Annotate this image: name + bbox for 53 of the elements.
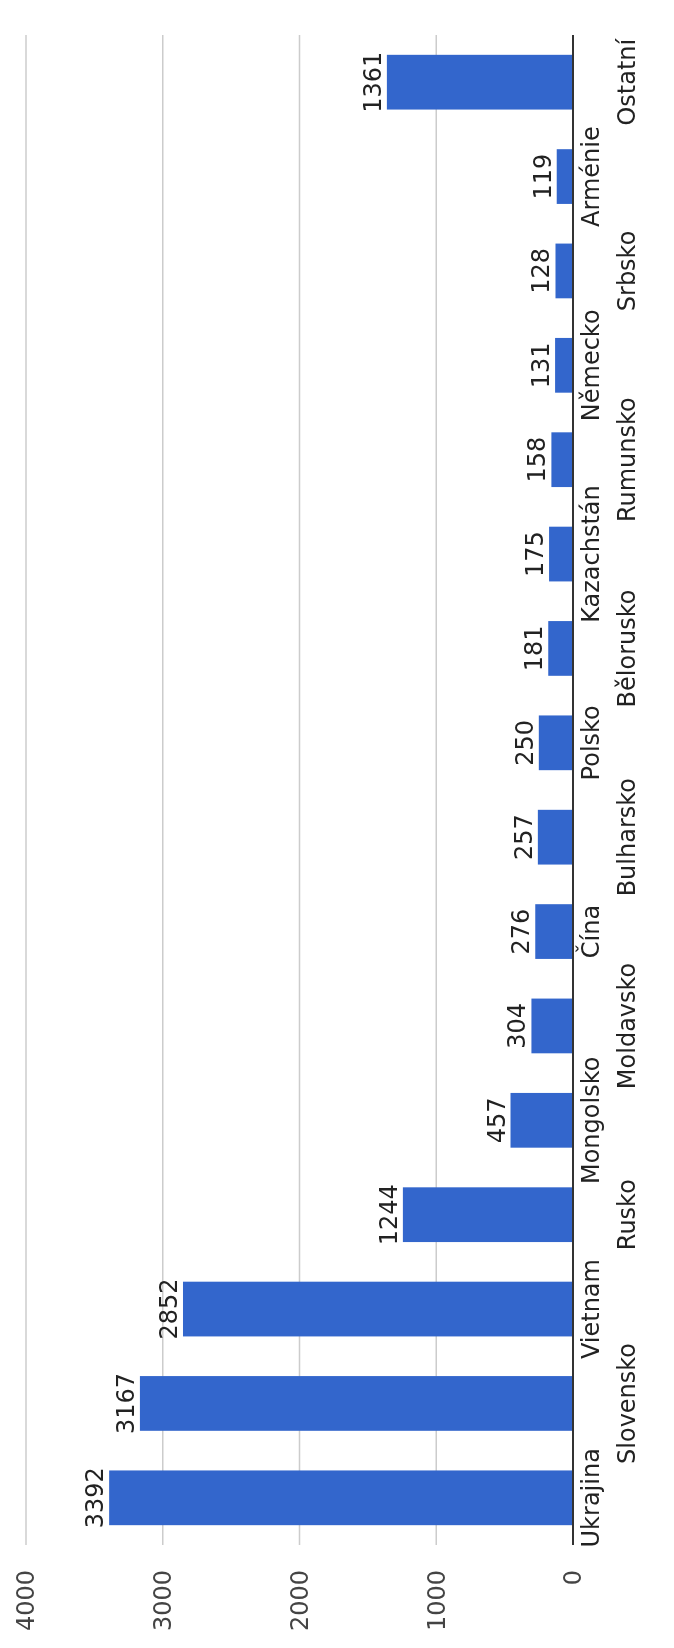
y-tick-label: Rumunsko bbox=[613, 397, 641, 523]
y-tick-label: Rusko bbox=[613, 1179, 641, 1251]
data-label: 175 bbox=[521, 531, 550, 577]
x-tick-label: 1000 bbox=[422, 1570, 451, 1632]
data-label: 131 bbox=[527, 342, 556, 389]
bar bbox=[556, 149, 573, 204]
data-label: 3392 bbox=[81, 1467, 110, 1529]
x-tick-label: 4000 bbox=[12, 1570, 41, 1632]
y-tick-label: Srbsko bbox=[613, 230, 641, 312]
bar bbox=[535, 904, 573, 959]
data-label: 128 bbox=[527, 248, 556, 294]
x-tick-label: 0 bbox=[559, 1570, 588, 1586]
y-tick-label: Vietnam bbox=[577, 1259, 605, 1360]
data-label: 1361 bbox=[358, 51, 387, 113]
bar bbox=[538, 715, 573, 771]
y-tick-label: Arménie bbox=[577, 126, 605, 227]
bar bbox=[555, 243, 573, 299]
bar bbox=[537, 809, 573, 865]
bar bbox=[402, 1187, 573, 1243]
y-tick-label: Mongolsko bbox=[577, 1056, 605, 1185]
bar bbox=[109, 1470, 573, 1526]
bar bbox=[549, 526, 573, 582]
data-label: 276 bbox=[507, 908, 536, 955]
y-tick-label: Polsko bbox=[577, 705, 605, 781]
data-label: 119 bbox=[528, 153, 557, 200]
bar bbox=[182, 1281, 573, 1337]
bar bbox=[386, 54, 573, 110]
bar bbox=[510, 1092, 573, 1148]
y-tick-label: Kazachstán bbox=[577, 485, 605, 623]
data-label: 304 bbox=[503, 1003, 532, 1049]
bar bbox=[139, 1376, 573, 1431]
data-label: 457 bbox=[482, 1097, 511, 1144]
data-label: 181 bbox=[520, 625, 549, 672]
data-label: 250 bbox=[510, 719, 539, 766]
y-tick-label: Bulharsko bbox=[613, 778, 641, 897]
bar bbox=[555, 337, 573, 393]
y-tick-label: Bělorusko bbox=[613, 589, 641, 708]
x-tick-label: 3000 bbox=[149, 1570, 178, 1632]
y-tick-label: Ukrajina bbox=[577, 1448, 605, 1548]
bar bbox=[531, 998, 573, 1054]
data-label: 2852 bbox=[154, 1278, 183, 1340]
data-label: 1244 bbox=[374, 1184, 403, 1246]
y-tick-label: Ostatní bbox=[613, 37, 641, 126]
y-tick-label: Moldavsko bbox=[613, 962, 641, 1090]
x-tick-label: 2000 bbox=[285, 1570, 314, 1632]
data-label: 158 bbox=[523, 436, 552, 483]
y-tick-label: Německo bbox=[577, 309, 605, 422]
bar bbox=[548, 621, 573, 676]
data-label: 3167 bbox=[111, 1372, 140, 1434]
bar bbox=[551, 432, 573, 488]
data-label: 257 bbox=[509, 814, 538, 861]
y-tick-label: Slovensko bbox=[613, 1342, 641, 1464]
y-tick-label: Čína bbox=[575, 904, 605, 959]
